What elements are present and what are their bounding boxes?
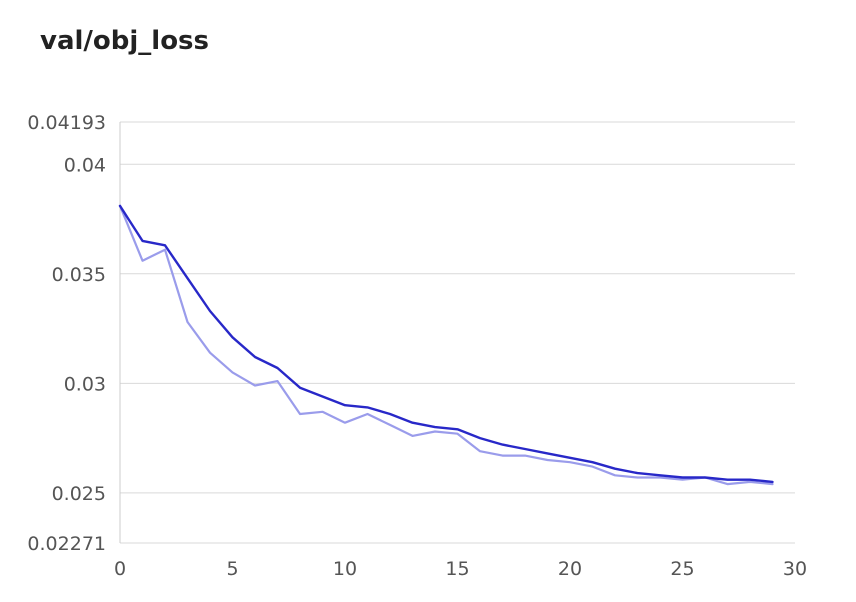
x-tick-labels: 0 5 10 15 20 25 30: [114, 558, 807, 580]
x-tick-label: 15: [445, 558, 469, 580]
y-tick-label: 0.04193: [27, 112, 106, 134]
y-tick-label: 0.03: [64, 373, 106, 395]
grid-lines: [120, 121, 795, 544]
x-tick-label: 0: [114, 558, 126, 580]
x-tick-label: 30: [783, 558, 807, 580]
y-tick-label: 0.04: [64, 154, 106, 176]
chart-title: val/obj_loss: [40, 26, 210, 56]
y-tick-labels: 0.02271 0.025 0.03 0.035 0.04 0.04193: [27, 112, 106, 555]
x-tick-label: 10: [333, 558, 357, 580]
x-tick-label: 20: [558, 558, 582, 580]
series-line-1: [118, 204, 774, 486]
series-group: [118, 204, 774, 486]
series-line-2: [118, 204, 774, 484]
y-tick-label: 0.02271: [27, 533, 106, 555]
y-tick-label: 0.035: [52, 264, 106, 286]
x-tick-label: 5: [226, 558, 238, 580]
y-tick-label: 0.025: [52, 483, 106, 505]
x-tick-label: 25: [670, 558, 694, 580]
